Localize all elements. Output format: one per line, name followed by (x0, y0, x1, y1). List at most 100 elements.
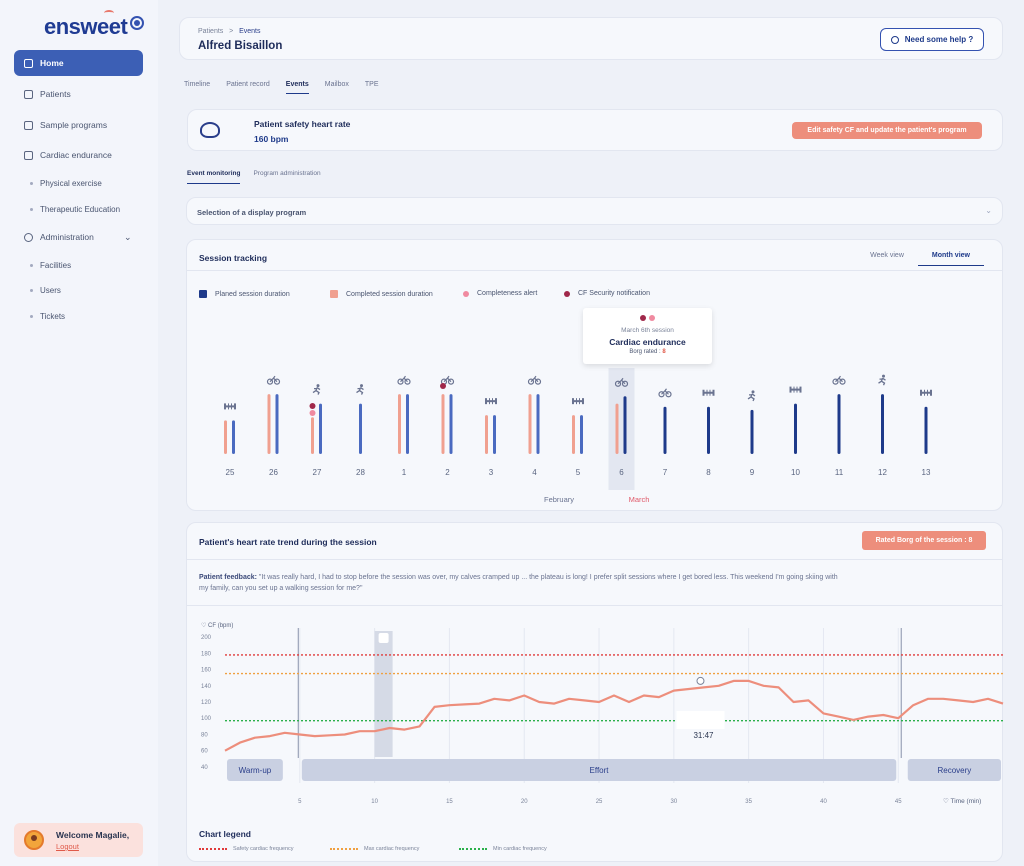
tab-events[interactable]: Events (285, 81, 309, 94)
dumbbell-grip (489, 398, 490, 405)
home-icon (24, 58, 33, 68)
sidebar-item-label: Therapeutic Education (40, 205, 121, 214)
tooltip-program: Cardiac endurance (609, 337, 686, 347)
rated-borg-badge[interactable]: Rated Borg of the session : 8 (862, 531, 986, 550)
completed-bar (267, 394, 271, 454)
chevron-down-icon: ⌄ (985, 206, 992, 215)
sidebar-item-tickets[interactable]: Tickets (30, 312, 65, 321)
sidebar-item-therapeutic-education[interactable]: Therapeutic Education (30, 205, 120, 214)
session-tooltip: March 6th session Cardiac endurance Borg… (583, 308, 712, 364)
x-tick-label: 45 (895, 799, 902, 805)
dumbbell-grip (228, 403, 229, 410)
phase-label: Effort (590, 766, 610, 775)
breadcrumb-patients[interactable]: Patients (198, 28, 224, 35)
dumbbell-icon (224, 403, 236, 410)
bike-frame (617, 377, 626, 385)
help-button[interactable]: Need some help ? (880, 28, 984, 51)
avatar[interactable] (24, 830, 44, 850)
day-label: 13 (922, 468, 931, 477)
legend-dot-security (564, 290, 570, 297)
tab-week-view[interactable]: Week view (870, 252, 904, 259)
phase-block (907, 759, 1001, 781)
dumbbell-bar (922, 391, 930, 394)
bike-frame (443, 375, 452, 383)
dumbbell-bar (574, 400, 582, 403)
planned-bar (750, 409, 754, 454)
legend-label: Planed session duration (215, 290, 290, 298)
session-tracking-card: Session tracking Week view Month view Pl… (186, 239, 1003, 511)
day-label: 11 (835, 468, 844, 477)
completed-bar (398, 394, 401, 454)
logout-link[interactable]: Logout (56, 842, 79, 851)
pause-icon (378, 633, 389, 643)
day-label: 8 (706, 468, 711, 477)
sidebar-item-patients[interactable]: Patients (14, 81, 143, 107)
chart-legend-min: Min cardiac frequency (459, 846, 547, 852)
bike-icon (266, 375, 281, 385)
heart-rate-icon (200, 122, 220, 138)
y-tick-label: 140 (201, 684, 212, 690)
dumbbell-icon (920, 389, 932, 396)
sidebar-item-cardiac-endurance[interactable]: Cardiac endurance (14, 142, 143, 168)
display-program-select[interactable]: Selection of a display program ⌄ (186, 197, 1003, 225)
dumbbell-grip (793, 386, 795, 393)
planned-bar (319, 403, 322, 454)
cf-security-dot (309, 403, 316, 409)
logo-accent-icon (104, 10, 114, 16)
dumbbell-plate (224, 403, 226, 410)
x-tick-label: 15 (446, 799, 453, 805)
runner-body (356, 387, 364, 395)
bike-icon (397, 375, 411, 385)
planned-bar (449, 394, 453, 454)
bike-frame (835, 375, 843, 383)
legend-label: Completeness alert (477, 290, 538, 297)
tab-timeline[interactable]: Timeline (184, 81, 211, 88)
tab-mailbox[interactable]: Mailbox (324, 81, 349, 88)
sidebar-item-facilities[interactable]: Facilities (30, 261, 71, 270)
tab-month-view[interactable]: Month view (917, 252, 984, 266)
chevron-down-icon[interactable]: ⌄ (124, 232, 132, 242)
tab-event-monitoring[interactable]: Event monitoring (187, 170, 241, 184)
tab-patient-record[interactable]: Patient record (226, 81, 270, 88)
tab-tpe[interactable]: TPE (364, 81, 379, 88)
phase-label: Warm-up (239, 766, 272, 775)
dumbbell-plate (495, 398, 497, 405)
dumbbell-plate (920, 389, 922, 396)
sidebar: ensweet Home Patients Sample programs Ca… (0, 0, 158, 866)
y-tick-label: 40 (201, 765, 208, 771)
edit-safety-cf-button[interactable]: Edit safety CF and update the patient's … (792, 122, 982, 139)
bike-wheel (832, 378, 839, 385)
x-tick-label: 20 (521, 799, 528, 805)
settings-icon[interactable] (130, 16, 144, 30)
breadcrumb-events: Events (239, 28, 261, 35)
sidebar-item-home[interactable]: Home (14, 50, 143, 76)
chart-legend-safety: Safety cardiac frequency (199, 846, 294, 852)
calendar-icon (24, 120, 33, 130)
runner-head (882, 374, 885, 378)
run-icon (312, 384, 321, 395)
x-tick-label: 35 (745, 799, 752, 805)
x-tick-label: 5 (298, 799, 302, 805)
app-logo[interactable]: ensweet (44, 14, 128, 39)
patient-tabs: Timeline Patient record Events Mailbox T… (184, 81, 395, 94)
breadcrumb: Patients > Events (198, 28, 260, 35)
legend-label: Min cardiac frequency (493, 846, 547, 852)
sidebar-item-users[interactable]: Users (30, 286, 61, 295)
admin-icon (24, 232, 33, 242)
completed-bar (528, 394, 532, 454)
phase-block (227, 759, 283, 781)
sidebar-item-administration[interactable]: Administration (14, 224, 143, 250)
planned-bar (881, 394, 884, 454)
tab-program-administration[interactable]: Program administration (253, 170, 321, 177)
run-icon (878, 374, 886, 386)
planned-bar (837, 394, 841, 454)
bike-frame (269, 375, 278, 383)
legend-line-safety (199, 848, 227, 850)
dumbbell-icon (789, 386, 802, 393)
sidebar-item-sample-programs[interactable]: Sample programs (14, 112, 143, 138)
sidebar-item-physical-exercise[interactable]: Physical exercise (30, 179, 102, 188)
chart-legend-title: Chart legend (199, 829, 251, 839)
bike-wheel (614, 380, 622, 387)
day-label: 3 (489, 468, 494, 477)
bike-icon (832, 375, 846, 385)
